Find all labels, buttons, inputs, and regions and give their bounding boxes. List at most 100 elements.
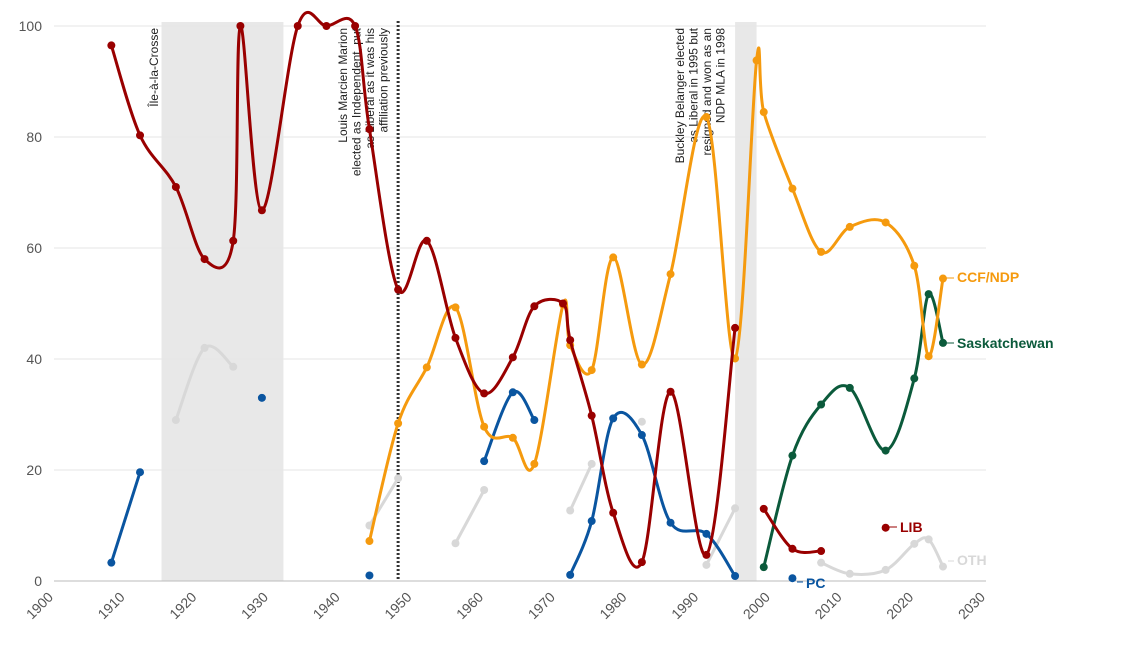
data-point-lib xyxy=(508,353,517,362)
data-point-oth xyxy=(845,569,854,578)
data-point-lib xyxy=(171,182,180,191)
data-point-lib xyxy=(702,550,711,559)
data-point-lib xyxy=(293,22,302,30)
y-tick-label: 60 xyxy=(26,240,42,256)
y-tick-label: 40 xyxy=(26,351,42,367)
data-point-lib xyxy=(609,508,618,517)
data-point-oth xyxy=(587,459,596,468)
series-end-labels: CCF/NDP Saskatchewan LIB OTH PC xyxy=(797,269,1054,591)
data-point-ccf-ndp xyxy=(910,261,919,270)
y-tick-label: 20 xyxy=(26,462,42,478)
data-point-ccf-ndp xyxy=(480,422,489,431)
data-point-pc xyxy=(136,468,145,477)
data-point-oth xyxy=(480,485,489,494)
data-point-ccf-ndp xyxy=(609,253,618,262)
series-line-oth xyxy=(568,462,594,513)
data-point-saskatchewan xyxy=(924,290,933,299)
data-point-oth xyxy=(881,565,890,574)
data-point-pc xyxy=(637,431,646,440)
x-tick-label: 2030 xyxy=(955,589,988,622)
data-point-oth xyxy=(394,474,403,483)
data-point-saskatchewan xyxy=(938,338,947,347)
data-point-lib xyxy=(136,131,145,140)
series-lib xyxy=(107,10,890,569)
y-tick-label: 0 xyxy=(34,573,42,589)
data-point-oth xyxy=(200,343,209,352)
series-line-pc xyxy=(109,470,142,565)
data-point-lib xyxy=(480,389,489,398)
series-line-ccf-ndp xyxy=(367,46,945,543)
annotation-2: Buckley Belanger electedas Liberal in 19… xyxy=(673,27,728,163)
series-oth xyxy=(171,343,947,578)
shaded-period-0 xyxy=(161,22,284,581)
data-point-oth xyxy=(566,506,575,515)
data-point-ccf-ndp xyxy=(759,108,768,117)
data-point-lib xyxy=(666,387,675,396)
data-point-pc xyxy=(788,574,797,583)
data-point-ccf-ndp xyxy=(845,222,854,231)
data-point-ccf-ndp xyxy=(924,352,933,361)
data-point-saskatchewan xyxy=(881,446,890,455)
annotations: Île-à-la-Crosse Louis Marcien Marionelect… xyxy=(146,27,728,176)
x-tick-label: 2010 xyxy=(811,589,844,622)
data-point-pc xyxy=(702,529,711,538)
data-point-lib xyxy=(566,336,575,345)
end-label-pc: PC xyxy=(806,575,825,591)
annotation-1: Louis Marcien Marionelected as Independe… xyxy=(336,27,391,176)
data-point-lib xyxy=(351,22,360,30)
data-point-oth xyxy=(938,562,947,571)
x-tick-label: 1920 xyxy=(166,589,199,622)
data-point-ccf-ndp xyxy=(938,274,947,283)
x-tick-label: 1900 xyxy=(23,589,56,622)
data-point-lib xyxy=(257,206,266,215)
data-point-ccf-ndp xyxy=(365,537,374,546)
data-point-pc xyxy=(609,414,618,423)
y-tick-label: 80 xyxy=(26,129,42,145)
data-point-ccf-ndp xyxy=(530,459,539,468)
data-point-saskatchewan xyxy=(759,563,768,572)
data-point-lib xyxy=(587,411,596,420)
data-point-oth xyxy=(731,504,740,513)
data-point-ccf-ndp xyxy=(666,270,675,279)
data-point-oth xyxy=(451,539,460,548)
series-line-oth xyxy=(453,488,486,545)
data-point-oth xyxy=(229,362,238,371)
data-point-oth xyxy=(637,417,646,426)
data-point-lib xyxy=(365,125,374,134)
data-point-pc xyxy=(107,558,116,567)
data-point-ccf-ndp xyxy=(788,184,797,193)
data-point-pc xyxy=(365,571,374,580)
data-point-ccf-ndp xyxy=(394,419,403,428)
data-point-oth xyxy=(702,560,711,569)
annotation-0: Île-à-la-Crosse xyxy=(146,28,161,108)
data-point-pc xyxy=(666,518,675,527)
x-tick-label: 1980 xyxy=(596,589,629,622)
data-point-ccf-ndp xyxy=(451,303,460,312)
end-label-saskatchewan: Saskatchewan xyxy=(957,335,1054,351)
x-tick-label: 1940 xyxy=(310,589,343,622)
data-point-lib xyxy=(229,236,238,245)
data-point-ccf-ndp xyxy=(508,433,517,442)
series-ccf-ndp xyxy=(365,46,947,546)
x-tick-label: 1990 xyxy=(668,589,701,622)
end-label-oth: OTH xyxy=(957,552,987,568)
shaded-periods xyxy=(161,22,757,581)
data-point-ccf-ndp xyxy=(587,366,596,375)
x-tick-label: 1930 xyxy=(238,589,271,622)
series-pc xyxy=(107,388,797,583)
data-point-lib xyxy=(881,523,890,532)
x-axis-ticks: 1900 1910 1920 1930 1940 1950 1960 1970 1980 1990… xyxy=(23,589,988,622)
y-tick-label: 100 xyxy=(19,18,43,34)
data-point-ccf-ndp xyxy=(637,360,646,369)
data-point-lib xyxy=(200,255,209,264)
data-point-lib xyxy=(559,299,568,308)
data-point-lib xyxy=(817,547,826,556)
data-point-lib xyxy=(637,558,646,567)
data-point-saskatchewan xyxy=(910,374,919,383)
data-point-pc xyxy=(480,457,489,466)
data-point-saskatchewan xyxy=(845,383,854,392)
x-tick-label: 1910 xyxy=(94,589,127,622)
end-label-lib: LIB xyxy=(900,519,923,535)
data-point-ccf-ndp xyxy=(752,56,761,65)
data-point-lib xyxy=(759,504,768,513)
